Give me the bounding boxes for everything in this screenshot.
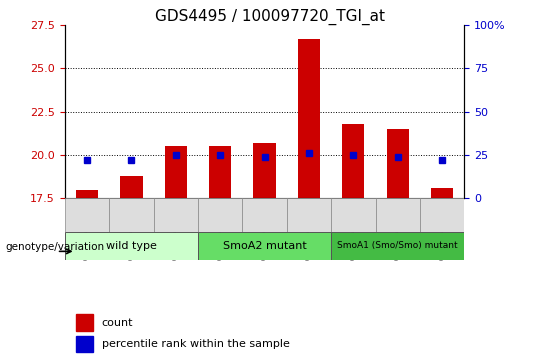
- Bar: [431, 188, 453, 198]
- Bar: [253, 143, 276, 198]
- FancyBboxPatch shape: [242, 198, 287, 232]
- Text: genotype/variation: genotype/variation: [5, 242, 105, 252]
- Text: GDS4495 / 100097720_TGI_at: GDS4495 / 100097720_TGI_at: [155, 9, 385, 25]
- FancyBboxPatch shape: [331, 198, 376, 232]
- Bar: [76, 336, 93, 352]
- FancyBboxPatch shape: [376, 198, 420, 232]
- FancyBboxPatch shape: [198, 232, 331, 259]
- Bar: [76, 189, 98, 198]
- Bar: [76, 314, 93, 331]
- Text: SmoA1 (Smo/Smo) mutant: SmoA1 (Smo/Smo) mutant: [338, 241, 458, 250]
- FancyBboxPatch shape: [198, 198, 242, 232]
- Bar: [120, 176, 143, 198]
- Text: count: count: [102, 318, 133, 327]
- Bar: [298, 39, 320, 198]
- Bar: [165, 146, 187, 198]
- FancyBboxPatch shape: [420, 198, 464, 232]
- FancyBboxPatch shape: [331, 232, 464, 259]
- Bar: [387, 129, 409, 198]
- Bar: [342, 124, 365, 198]
- Bar: [209, 146, 231, 198]
- Text: percentile rank within the sample: percentile rank within the sample: [102, 339, 289, 349]
- FancyBboxPatch shape: [65, 232, 198, 259]
- FancyBboxPatch shape: [65, 198, 109, 232]
- FancyBboxPatch shape: [287, 198, 331, 232]
- FancyBboxPatch shape: [153, 198, 198, 232]
- Text: wild type: wild type: [106, 241, 157, 251]
- Text: SmoA2 mutant: SmoA2 mutant: [222, 241, 307, 251]
- FancyBboxPatch shape: [109, 198, 153, 232]
